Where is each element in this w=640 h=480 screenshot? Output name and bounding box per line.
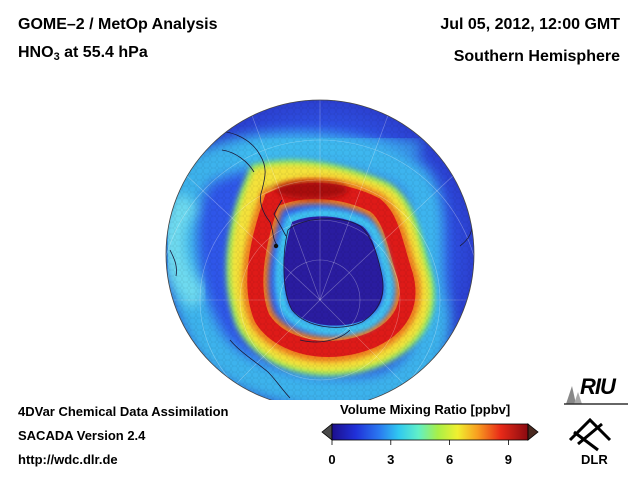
colorbar-tick-label: 6: [445, 452, 454, 467]
title-level: at 55.4 hPa: [59, 44, 148, 61]
colorbar-tick-label: 9: [504, 452, 513, 467]
dlr-logo-text: DLR: [581, 452, 608, 467]
colorbar-title: Volume Mixing Ratio [ppbv]: [340, 402, 511, 417]
title-line-2: HNO3 at 55.4 hPa: [18, 44, 148, 63]
title-line-1: GOME–2 / MetOp Analysis: [18, 16, 218, 33]
riu-logo: [564, 386, 628, 405]
title-species-subscript: 3: [53, 51, 60, 63]
footer-version: SACADA Version 2.4: [18, 428, 146, 443]
colorbar-tick-label: 0: [328, 452, 336, 467]
colorbar-tick-label: 3: [387, 452, 395, 467]
region-label: Southern Hemisphere: [453, 48, 620, 65]
colorbar-over-arrow: [527, 423, 539, 441]
globe-field: [166, 100, 474, 400]
riu-logo-text: RIU: [580, 374, 616, 399]
date-label: Jul 05, 2012, 12:00 GMT: [440, 16, 620, 33]
hemisphere-map: [165, 99, 475, 400]
footer-method: 4DVar Chemical Data Assimilation: [18, 404, 229, 419]
footer-url: http://wdc.dlr.de: [18, 452, 118, 467]
dlr-logo-mark: [568, 417, 612, 452]
colorbar-under-arrow: [321, 423, 333, 441]
station-marker: [273, 243, 279, 249]
colorbar-gradient: [331, 423, 529, 441]
title-species: HNO: [18, 44, 54, 61]
